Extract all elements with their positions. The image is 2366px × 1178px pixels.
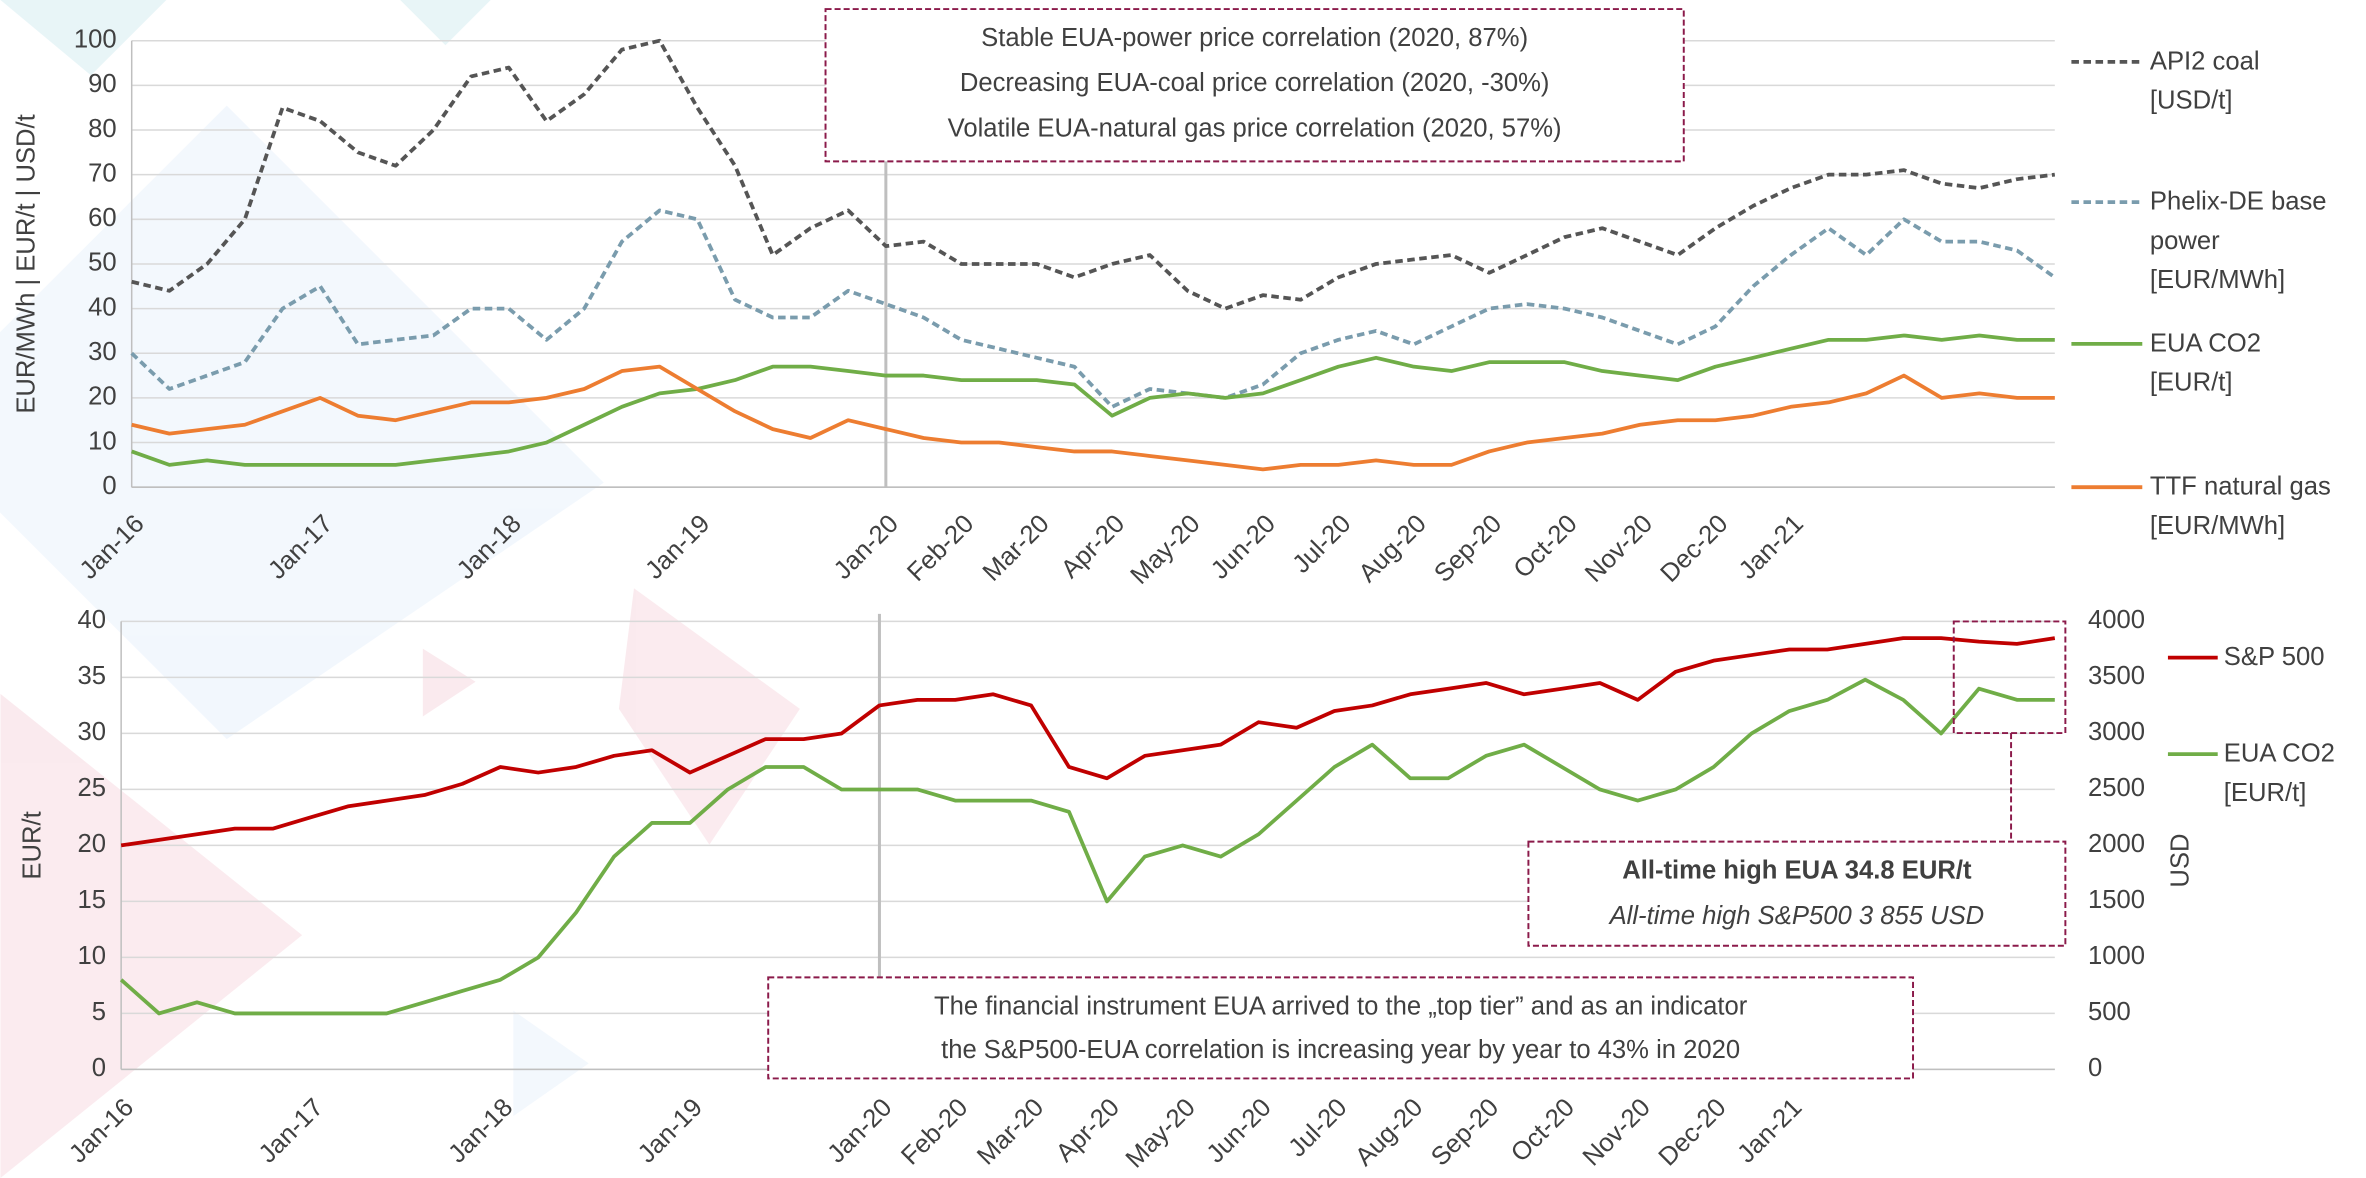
x-tick-label: Apr-20 <box>1051 1093 1125 1167</box>
legend-item: API2 coal [USD/t] <box>2149 46 2260 115</box>
y-tick-label: 100 <box>74 25 117 53</box>
legend-label: S&P 500 <box>2223 642 2325 672</box>
annotation-text: The financial instrument EUA arrived to … <box>934 992 1748 1020</box>
annotation-box <box>1527 840 2067 947</box>
x-tick-label: May-20 <box>1125 510 1205 590</box>
x-tick-label: Oct-20 <box>1509 510 1583 584</box>
x-tick-label: Dec-20 <box>1655 510 1733 588</box>
y-tick-label: 35 <box>78 662 107 690</box>
y-tick-label: 0 <box>92 1054 106 1082</box>
y2-tick-label: 500 <box>2088 998 2131 1026</box>
y-tick-label: 10 <box>88 427 117 455</box>
x-tick-label: Oct-20 <box>1506 1093 1580 1167</box>
y-tick-label: 40 <box>88 293 117 321</box>
x-tick-label: Jun-20 <box>1206 510 1281 585</box>
x-tick-label: Jan-19 <box>640 510 715 585</box>
x-tick-label: Jan-21 <box>1732 1093 1807 1168</box>
x-tick-label: Aug-20 <box>1354 510 1432 588</box>
y2-tick-label: 3500 <box>2088 662 2145 690</box>
x-tick-label: Jul-20 <box>1283 1093 1352 1162</box>
y2-tick-label: 1000 <box>2088 942 2145 970</box>
x-tick-label: Jul-20 <box>1287 510 1356 579</box>
legend-label: EUA CO2 [EUR/t] <box>2223 739 2335 807</box>
legend-label: EUA CO2 [EUR/t] <box>2149 328 2262 397</box>
x-tick-label: Jan-18 <box>443 1093 518 1168</box>
series-line <box>120 636 2056 848</box>
highlight-box <box>1952 620 2067 735</box>
series-line <box>131 38 2056 311</box>
annotation-box <box>767 976 1915 1080</box>
series-line <box>131 364 2055 472</box>
y2-tick-label: 1500 <box>2088 886 2145 914</box>
y-tick-label: 60 <box>88 204 117 232</box>
y-tick-label: 90 <box>88 70 117 98</box>
x-tick-label: Apr-20 <box>1056 510 1130 584</box>
x-tick-label: Jan-20 <box>822 1093 897 1168</box>
legend-label: TTF natural gas [EUR/MWh] <box>2149 472 2331 540</box>
x-tick-label: Mar-20 <box>978 510 1055 587</box>
x-tick-label: Aug-20 <box>1350 1093 1428 1171</box>
y-tick-label: 80 <box>88 115 117 143</box>
y-axis-label: EUR/t <box>18 811 46 879</box>
background-decoration <box>0 0 800 1178</box>
legend-item: S&P 500 <box>2223 642 2325 672</box>
y-tick-label: 10 <box>78 942 107 970</box>
x-tick-label: Sep-20 <box>1429 510 1507 588</box>
x-tick-label: Jan-19 <box>633 1093 708 1168</box>
y-tick-label: 15 <box>78 886 107 914</box>
y-tick-label: 50 <box>88 249 117 277</box>
x-tick-label: May-20 <box>1121 1093 1201 1173</box>
y-axis-label: EUR/MWh | EUR/t | USD/t <box>12 114 40 413</box>
annotation-text: the S&P500-EUA correlation is increasing… <box>941 1036 1740 1064</box>
y2-axis-label: USD <box>2166 833 2194 887</box>
annotation-text: Stable EUA-power price correlation (2020… <box>981 24 1528 52</box>
y-tick-label: 20 <box>78 830 107 858</box>
x-tick-label: Jan-20 <box>829 510 904 585</box>
legend-item: TTF natural gas [EUR/MWh] <box>2149 472 2331 540</box>
x-tick-label: Jan-17 <box>254 1093 329 1168</box>
y-tick-label: 30 <box>78 718 107 746</box>
series-line <box>119 677 2055 1016</box>
legend-item: EUA CO2 [EUR/t] <box>2223 739 2335 807</box>
y-tick-label: 30 <box>88 338 117 366</box>
annotation-text: All-time high EUA 34.8 EUR/t <box>1622 857 1972 885</box>
x-tick-label: Mar-20 <box>972 1093 1049 1170</box>
annotation-box <box>824 8 1685 163</box>
y-tick-label: 0 <box>102 472 116 500</box>
legend-item: Phelix-DE base power [EUR/MWh] <box>2149 187 2327 295</box>
x-tick-label: Feb-20 <box>902 510 979 587</box>
y-tick-label: 70 <box>88 159 117 187</box>
y2-tick-label: 4000 <box>2088 606 2145 634</box>
annotation-text: Volatile EUA-natural gas price correlati… <box>948 114 1562 142</box>
x-tick-label: Nov-20 <box>1580 510 1658 588</box>
x-tick-label: Feb-20 <box>896 1093 973 1170</box>
y2-tick-label: 0 <box>2088 1054 2102 1082</box>
y-tick-label: 5 <box>92 998 106 1026</box>
y2-tick-label: 3000 <box>2088 718 2145 746</box>
y-tick-label: 40 <box>78 606 107 634</box>
y-tick-label: 20 <box>88 383 117 411</box>
x-tick-label: Dec-20 <box>1653 1093 1731 1171</box>
x-tick-label: Jan-21 <box>1734 510 1809 585</box>
annotation-text: All-time high S&P500 3 855 USD <box>1608 902 1985 930</box>
legend-label: API2 coal [USD/t] <box>2149 46 2260 115</box>
y-tick-label: 25 <box>78 774 107 802</box>
legend-item: EUA CO2 [EUR/t] <box>2149 328 2262 397</box>
annotation-text: Decreasing EUA-coal price correlation (2… <box>960 69 1550 97</box>
x-tick-label: Sep-20 <box>1426 1093 1504 1171</box>
series-line <box>131 333 2055 467</box>
x-tick-label: Nov-20 <box>1578 1093 1656 1171</box>
y2-tick-label: 2000 <box>2088 830 2145 858</box>
y2-tick-label: 2500 <box>2088 774 2145 802</box>
legend-label: Phelix-DE base power [EUR/MWh] <box>2149 187 2327 295</box>
x-tick-label: Jun-20 <box>1201 1093 1276 1168</box>
